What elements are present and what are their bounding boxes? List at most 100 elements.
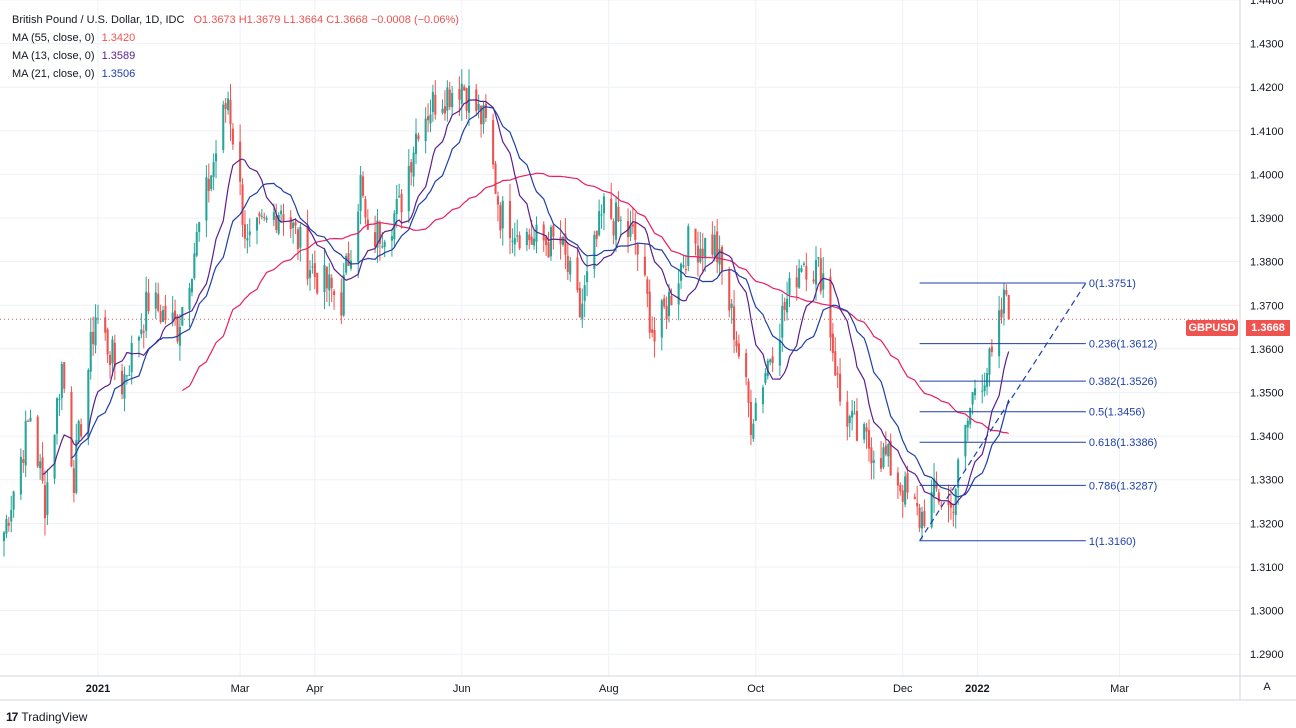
ma13-row: MA (13, close, 0) 1.3589 [12,47,459,65]
candle-up [140,329,143,335]
candle-up [535,224,538,242]
candle-down [865,427,868,432]
candle-down [610,198,613,219]
candle-down [636,243,639,255]
y-tick-label: 1.4300 [1250,39,1284,51]
candle-down [400,193,403,213]
fib-level-label: 0.618(1.3386) [1089,437,1158,449]
y-tick-label: 1.3100 [1250,562,1284,574]
fib-level-label: 0.5(1.3456) [1089,407,1145,419]
candle-up [764,373,767,384]
ma21-value: 1.3506 [101,68,136,80]
candle-down [325,267,328,289]
chart-legend: British Pound / U.S. Dollar, 1D, IDC O1.… [12,11,459,83]
candle-up [677,283,680,305]
x-tick-label: Aug [599,683,619,695]
candle-down [448,89,451,108]
candle-up [188,288,191,310]
candle-up [210,175,213,190]
candle-down [566,255,569,273]
candle-down [595,230,598,239]
candle-up [802,263,805,265]
candle-down [834,351,837,376]
last-price-tag: 1.3668 [1246,320,1290,336]
candle-up [629,225,632,237]
candle-down [231,128,234,145]
candle-down [275,215,278,230]
candle-up [94,317,97,346]
candle-down [70,391,73,467]
candle-up [872,460,875,463]
candle-up [781,305,784,338]
candle-up [161,309,165,323]
candle-up [598,211,601,236]
y-tick-label: 1.3600 [1250,344,1284,356]
auto-scale-button[interactable]: A [1263,681,1271,693]
candle-up [482,105,485,125]
candle-up [58,399,61,401]
candle-down [43,485,47,519]
candle-up [778,339,781,366]
candle-up [467,85,471,113]
candle-up [77,421,80,442]
x-tick-label: Dec [893,683,913,695]
candle-up [848,416,851,424]
candle-down [508,200,512,239]
candle-up [407,165,410,212]
candle-down [896,472,899,486]
candle-down [940,505,943,507]
candle-down [294,222,297,226]
candle-up [460,83,463,104]
candle-down [316,272,319,294]
candle-down [552,225,555,237]
candle-up [395,199,398,215]
candle-down [113,342,116,367]
candle-down [330,277,333,288]
y-tick-label: 1.2900 [1250,649,1284,661]
candles-group [2,69,1010,557]
candle-up [137,336,140,341]
candle-down [812,279,815,282]
x-tick-label: Mar [231,683,250,695]
candle-up [516,235,519,237]
candle-down [306,225,309,280]
y-tick-label: 1.3000 [1250,606,1284,618]
candle-down [545,236,548,246]
candle-down [147,292,150,312]
candle-up [798,268,801,288]
ma13-value: 1.3589 [101,50,136,62]
candle-up [998,310,1001,357]
candle-up [227,98,230,111]
candle-down [434,94,437,115]
candle-down [528,234,531,241]
candle-up [357,211,360,263]
candle-up [887,444,890,457]
candle-up [412,152,415,177]
candle-down [694,228,697,244]
candle-down [884,445,887,455]
candle-up [272,212,275,221]
candle-down [819,258,822,292]
candle-up [754,402,757,421]
candle-up [178,326,181,346]
candle-down [665,305,668,320]
candle-up [882,447,885,468]
candle-up [24,420,27,466]
candle-up [586,271,589,283]
candle-up [983,385,986,392]
tradingview-logo[interactable]: 17 TradingView [6,710,87,724]
candle-up [682,265,685,267]
candle-up [125,375,128,377]
x-tick-label: Oct [747,683,764,695]
candle-up [593,234,596,270]
price-axis-panel [1240,0,1296,700]
candle-down [340,292,343,316]
candle-up [920,511,924,529]
candle-up [730,303,733,308]
candle-down [576,257,579,291]
candle-down [374,232,377,247]
candle-up [130,342,133,373]
candle-up [602,196,606,214]
y-tick-label: 1.3900 [1250,213,1284,225]
